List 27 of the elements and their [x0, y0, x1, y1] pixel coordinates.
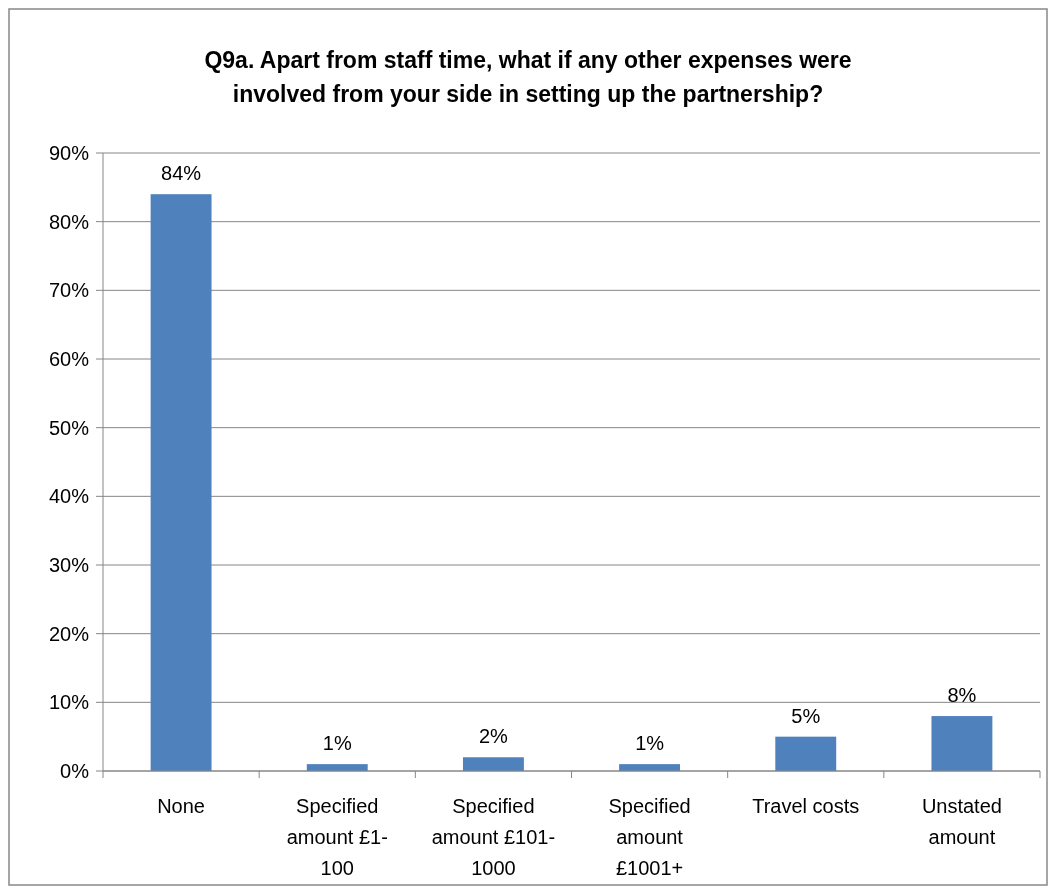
data-label: 1%	[635, 732, 665, 755]
data-label: 2%	[478, 725, 509, 748]
y-tick-label: 0%	[60, 760, 90, 782]
chart-title: Q9a. Apart from staff time, what if any other expenses were involved from your side in setting up the partnership?	[204, 47, 852, 107]
x-tick-label: Unstated amount	[921, 795, 1002, 848]
data-label: 84%	[161, 162, 202, 185]
y-tick-label: 10%	[48, 691, 90, 714]
bar	[931, 716, 993, 771]
y-tick-label: 70%	[48, 279, 90, 302]
x-tick-label: Specified amount £1-100	[286, 795, 388, 879]
x-tick-label: Specified amount £1001+	[608, 795, 691, 879]
y-tick-label: 40%	[48, 485, 90, 508]
x-tick-label: Specified amount £101-1000	[431, 795, 556, 879]
data-label: 5%	[791, 704, 821, 727]
y-tick-label: 30%	[48, 554, 90, 576]
y-tick-label: 20%	[48, 622, 90, 645]
data-label: 1%	[322, 732, 352, 755]
x-tick-label: Travel costs	[752, 795, 860, 817]
bar	[462, 757, 524, 771]
x-tick-label: None	[157, 795, 205, 817]
data-label: 8%	[947, 684, 977, 707]
bar	[775, 736, 837, 771]
y-tick-label: 60%	[48, 348, 90, 370]
y-tick-label: 90%	[48, 142, 90, 164]
y-tick-label: 50%	[48, 416, 90, 439]
bar	[150, 194, 212, 771]
y-tick-label: 80%	[48, 210, 90, 233]
